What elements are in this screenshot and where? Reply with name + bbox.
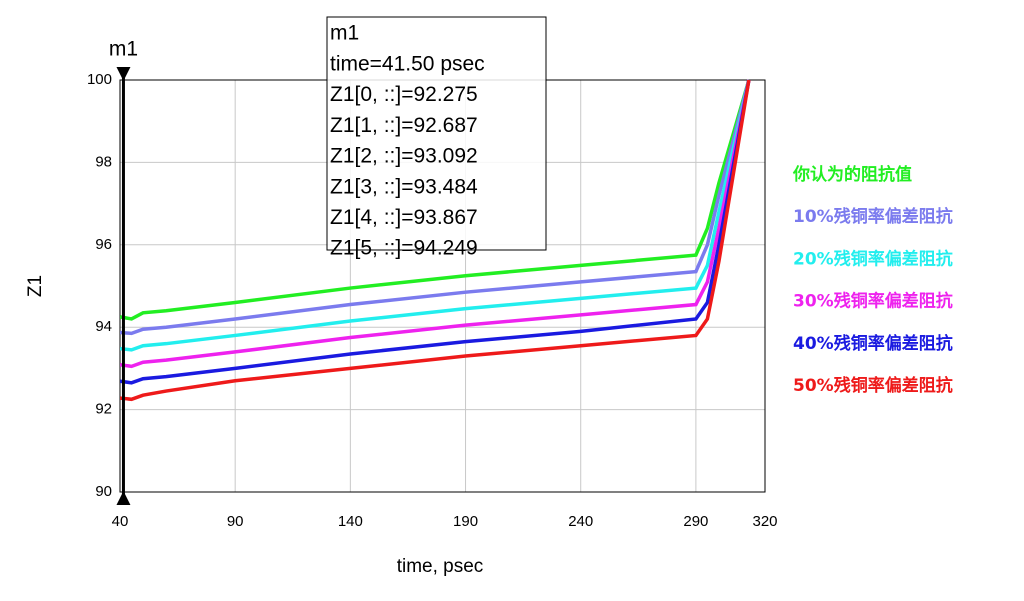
y-tick-label: 98 [95, 153, 112, 170]
x-tick-label: 320 [752, 513, 777, 530]
y-tick-label: 92 [95, 401, 112, 418]
legend-entry: 40%残铜率偏差阻抗 [793, 333, 953, 354]
x-tick-label: 90 [227, 513, 244, 530]
y-axis-label: Z1 [25, 275, 46, 297]
y-tick-label: 90 [95, 483, 112, 500]
x-tick-label: 40 [112, 513, 129, 530]
series-line [120, 79, 751, 402]
legend-entry: 10%残铜率偏差阻抗 [793, 206, 953, 227]
y-tick-label: 100 [87, 71, 112, 88]
series-line [120, 79, 751, 321]
marker-triangle [116, 67, 131, 81]
x-tick-label: 140 [338, 513, 363, 530]
marker-readout: Z1[2, ::]=93.092 [330, 145, 478, 168]
series-line [120, 79, 751, 352]
marker-readout: Z1[4, ::]=93.867 [330, 206, 478, 229]
series-line [120, 79, 751, 385]
marker-readout: Z1[0, ::]=92.275 [330, 83, 478, 106]
marker-readout: Z1[5, ::]=94.249 [330, 237, 478, 260]
x-tick-label: 190 [453, 513, 478, 530]
x-tick-label: 290 [683, 513, 708, 530]
x-axis-label: time, psec [397, 556, 484, 577]
marker-readout: Z1[3, ::]=93.484 [330, 175, 478, 198]
marker-readout: time=41.50 psec [330, 53, 485, 76]
series-line [120, 79, 751, 336]
marker-name: m1 [109, 38, 138, 61]
marker-box-title: m1 [330, 22, 359, 45]
series-line [120, 79, 751, 369]
marker-box [326, 16, 547, 251]
y-tick-label: 94 [95, 318, 112, 335]
y-tick-label: 96 [95, 236, 112, 253]
legend-entry: 20%残铜率偏差阻抗 [793, 248, 953, 269]
legend-entry: 30%残铜率偏差阻抗 [793, 291, 953, 312]
legend-entry: 50%残铜率偏差阻抗 [793, 375, 953, 396]
marker-triangle [116, 491, 131, 505]
x-tick-label: 240 [568, 513, 593, 530]
marker-readout: Z1[1, ::]=92.687 [330, 114, 478, 137]
legend-entry: 你认为的阻抗值 [792, 164, 912, 185]
